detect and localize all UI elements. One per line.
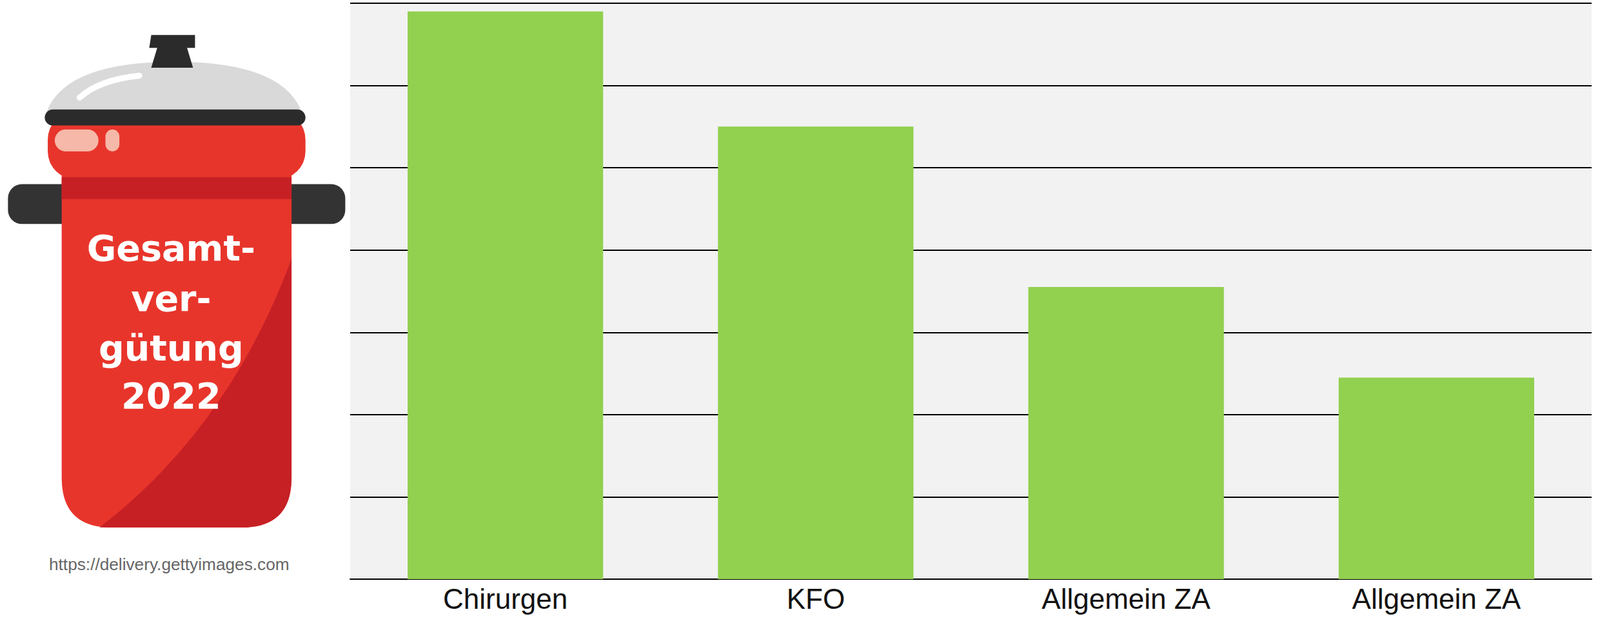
- svg-text:Allgemein ZA: Allgemein ZA: [1041, 582, 1211, 615]
- svg-text:2022: 2022: [121, 374, 222, 417]
- svg-text:https://delivery.gettyimages.c: https://delivery.gettyimages.com: [49, 554, 290, 574]
- svg-text:Allgemein ZA: Allgemein ZA: [1352, 582, 1522, 615]
- svg-text:Gesamt-: Gesamt-: [87, 227, 256, 269]
- svg-text:Chirurgen: Chirurgen: [443, 582, 568, 615]
- svg-text:ver-: ver-: [130, 277, 211, 320]
- svg-text:gütung: gütung: [98, 326, 244, 369]
- svg-text:KFO: KFO: [786, 582, 845, 615]
